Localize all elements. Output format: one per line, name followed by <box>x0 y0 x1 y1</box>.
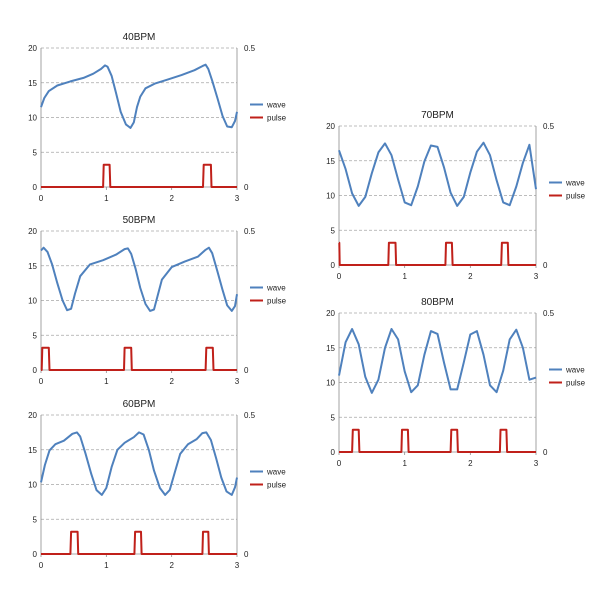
x-tick-label: 0 <box>39 377 44 386</box>
y-tick-label: 15 <box>326 157 335 166</box>
chart-title: 50BPM <box>123 215 156 226</box>
y2-tick-label: 0 <box>543 261 548 270</box>
y-tick-label: 20 <box>28 44 37 53</box>
x-tick-label: 1 <box>104 561 109 570</box>
chart-title: 60BPM <box>123 399 156 410</box>
x-tick-label: 2 <box>169 561 174 570</box>
y-tick-label: 5 <box>33 515 38 524</box>
y-tick-label: 20 <box>28 227 37 236</box>
series-line-pulse <box>40 346 237 371</box>
legend-label-pulse: pulse <box>267 114 287 123</box>
y2-tick-label: 0.5 <box>543 309 555 318</box>
y-tick-label: 15 <box>28 446 37 455</box>
x-tick-label: 3 <box>235 377 240 386</box>
y2-tick-label: 0 <box>244 366 249 375</box>
y-tick-label: 20 <box>326 309 335 318</box>
y-tick-label: 10 <box>326 379 335 388</box>
x-tick-label: 2 <box>468 459 473 468</box>
y-tick-label: 15 <box>28 79 37 88</box>
series-line-pulse <box>338 241 536 266</box>
x-tick-label: 2 <box>169 377 174 386</box>
chart-bpm50: 50BPM 0 5 10 15 20 0 0.5 0 1 2 3 wave pulse <box>28 215 287 386</box>
y2-tick-label: 0.5 <box>244 411 256 420</box>
y-tick-label: 15 <box>28 262 37 271</box>
chart-title: 40BPM <box>123 32 156 43</box>
y-tick-label: 0 <box>33 183 38 192</box>
y-tick-label: 0 <box>331 261 336 270</box>
y2-tick-label: 0.5 <box>244 44 256 53</box>
y-tick-label: 0 <box>33 550 38 559</box>
x-tick-label: 0 <box>337 272 342 281</box>
y2-tick-label: 0 <box>244 550 249 559</box>
x-tick-label: 1 <box>104 377 109 386</box>
chart-bpm40: 40BPM 0 5 10 15 20 0 0.5 0 1 2 3 wave pulse <box>28 32 287 203</box>
y-tick-label: 15 <box>326 344 335 353</box>
x-tick-label: 2 <box>468 272 473 281</box>
x-tick-label: 0 <box>39 561 44 570</box>
x-tick-label: 3 <box>235 561 240 570</box>
y-tick-label: 5 <box>33 331 38 340</box>
legend-label-pulse: pulse <box>566 379 586 388</box>
y-tick-label: 20 <box>326 122 335 131</box>
legend-label-wave: wave <box>266 101 286 110</box>
legend-label-wave: wave <box>565 179 585 188</box>
legend-label-pulse: pulse <box>267 297 287 306</box>
legend-label-pulse: pulse <box>566 192 586 201</box>
chart-bpm70: 70BPM 0 5 10 15 20 0 0.5 0 1 2 3 wave pulse <box>326 110 586 281</box>
y-tick-label: 20 <box>28 411 37 420</box>
chart-bpm80: 80BPM 0 5 10 15 20 0 0.5 0 1 2 3 wave pulse <box>326 297 586 468</box>
y-tick-label: 10 <box>28 297 37 306</box>
y-tick-label: 5 <box>331 226 336 235</box>
y2-tick-label: 0.5 <box>543 122 555 131</box>
y-tick-label: 5 <box>33 148 38 157</box>
series-line-wave <box>40 431 238 496</box>
y-tick-label: 5 <box>331 413 336 422</box>
series-line-wave <box>338 141 537 207</box>
x-tick-label: 3 <box>534 459 539 468</box>
chart-title: 70BPM <box>421 110 454 121</box>
series-line-pulse <box>41 163 237 188</box>
x-tick-label: 1 <box>104 194 109 203</box>
y2-tick-label: 0 <box>543 448 548 457</box>
x-tick-label: 0 <box>39 194 44 203</box>
x-tick-label: 0 <box>337 459 342 468</box>
x-tick-label: 1 <box>402 459 407 468</box>
chart-bpm60: 60BPM 0 5 10 15 20 0 0.5 0 1 2 3 wave pulse <box>28 399 287 570</box>
y-tick-label: 0 <box>33 366 38 375</box>
y2-tick-label: 0.5 <box>244 227 256 236</box>
y-tick-label: 10 <box>28 481 37 490</box>
y2-tick-label: 0 <box>244 183 249 192</box>
chart-title: 80BPM <box>421 297 454 308</box>
series-line-pulse <box>41 530 237 555</box>
x-tick-label: 1 <box>402 272 407 281</box>
legend-label-wave: wave <box>565 366 585 375</box>
series-line-wave <box>40 246 238 312</box>
y-tick-label: 0 <box>331 448 336 457</box>
x-tick-label: 3 <box>534 272 539 281</box>
legend-label-wave: wave <box>266 284 286 293</box>
legend-label-pulse: pulse <box>267 481 287 490</box>
series-line-wave <box>40 63 238 129</box>
y-tick-label: 10 <box>28 114 37 123</box>
series-line-pulse <box>339 428 536 453</box>
y-tick-label: 10 <box>326 192 335 201</box>
x-tick-label: 3 <box>235 194 240 203</box>
series-line-wave <box>338 328 537 394</box>
legend-label-wave: wave <box>266 468 286 477</box>
x-tick-label: 2 <box>169 194 174 203</box>
